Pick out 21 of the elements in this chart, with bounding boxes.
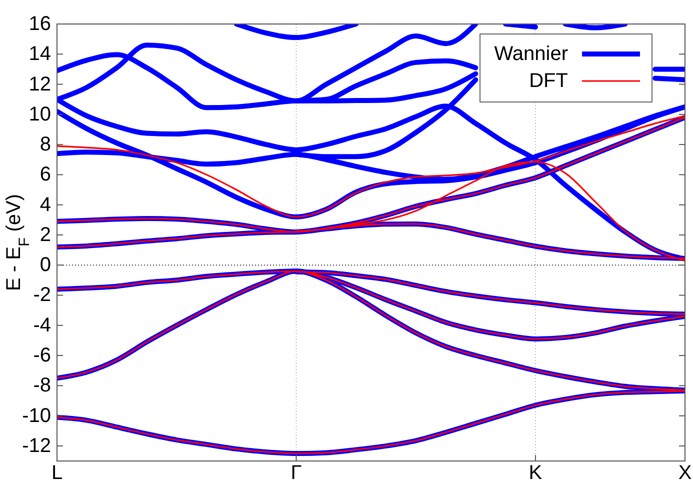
legend-label: Wannier	[494, 43, 568, 65]
y-tick-label: 0	[40, 254, 51, 276]
x-tick-label: L	[51, 462, 63, 481]
x-tick-label: Γ	[290, 462, 302, 481]
legend-label: DFT	[529, 70, 568, 92]
y-tick-label: 12	[28, 73, 51, 96]
y-tick-label: 8	[40, 134, 51, 156]
y-tick-label: -10	[22, 404, 51, 427]
y-tick-label: -4	[33, 314, 51, 336]
y-tick-label: 4	[40, 194, 51, 216]
y-tick-label: 10	[28, 103, 51, 126]
y-tick-label: -12	[22, 434, 51, 457]
y-tick-label: 6	[40, 164, 51, 186]
y-tick-label: -6	[33, 344, 51, 367]
y-tick-label: 16	[28, 13, 51, 35]
y-tick-label: -2	[33, 284, 51, 306]
y-tick-label: 2	[40, 224, 51, 246]
x-tick-label: K	[528, 462, 543, 481]
y-tick-label: 14	[28, 43, 51, 66]
x-tick-label: X	[678, 462, 692, 481]
y-tick-label: -8	[33, 374, 51, 397]
